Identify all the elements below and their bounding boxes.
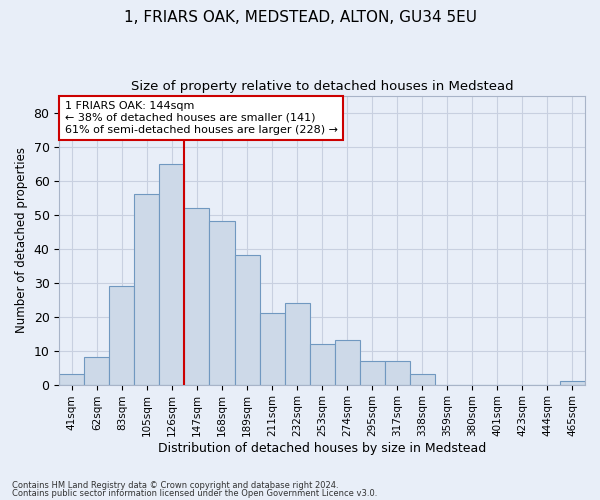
Bar <box>284 303 310 384</box>
Bar <box>160 164 184 384</box>
Bar <box>385 361 410 384</box>
Text: 1, FRIARS OAK, MEDSTEAD, ALTON, GU34 5EU: 1, FRIARS OAK, MEDSTEAD, ALTON, GU34 5EU <box>124 10 476 25</box>
Bar <box>134 194 160 384</box>
Bar <box>209 222 235 384</box>
Bar <box>560 381 585 384</box>
Bar <box>410 374 435 384</box>
Bar <box>235 256 260 384</box>
X-axis label: Distribution of detached houses by size in Medstead: Distribution of detached houses by size … <box>158 442 486 455</box>
Bar <box>359 361 385 384</box>
Text: 1 FRIARS OAK: 144sqm
← 38% of detached houses are smaller (141)
61% of semi-deta: 1 FRIARS OAK: 144sqm ← 38% of detached h… <box>65 102 338 134</box>
Text: Contains HM Land Registry data © Crown copyright and database right 2024.: Contains HM Land Registry data © Crown c… <box>12 481 338 490</box>
Bar <box>260 313 284 384</box>
Bar <box>335 340 359 384</box>
Bar <box>310 344 335 385</box>
Title: Size of property relative to detached houses in Medstead: Size of property relative to detached ho… <box>131 80 514 93</box>
Bar <box>184 208 209 384</box>
Y-axis label: Number of detached properties: Number of detached properties <box>15 147 28 333</box>
Bar <box>59 374 85 384</box>
Bar <box>109 286 134 384</box>
Bar <box>85 358 109 384</box>
Text: Contains public sector information licensed under the Open Government Licence v3: Contains public sector information licen… <box>12 488 377 498</box>
